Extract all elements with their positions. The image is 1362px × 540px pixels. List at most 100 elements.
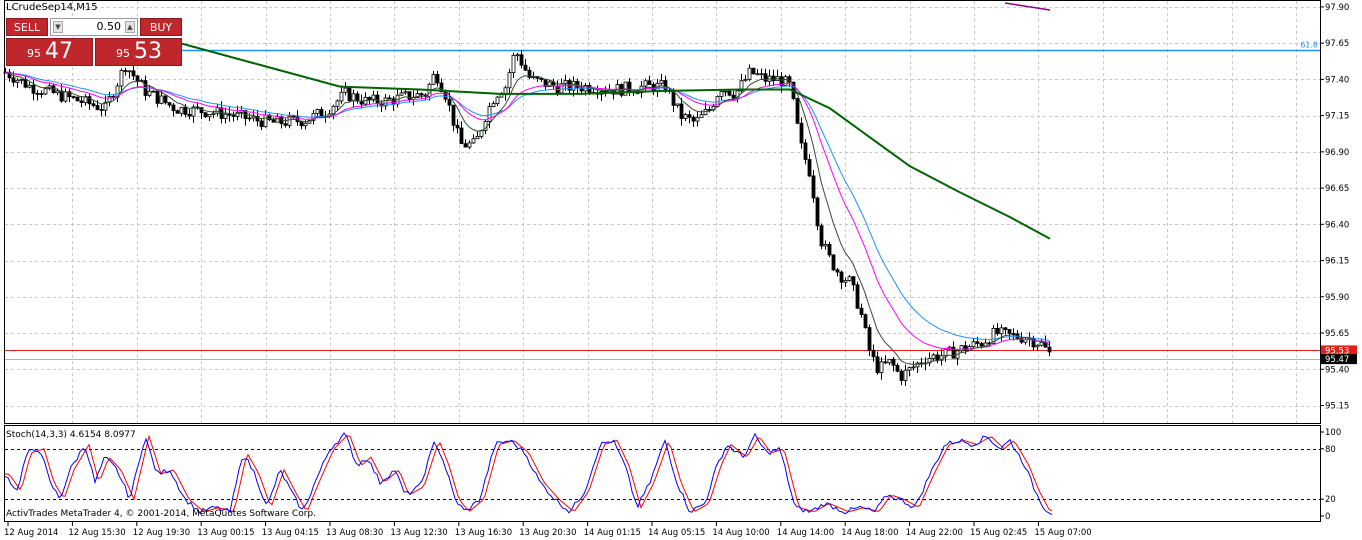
candle-bearish — [819, 225, 824, 247]
candle-bullish — [383, 97, 388, 107]
lot-decrease-arrow-icon[interactable]: ▼ — [53, 21, 63, 33]
stochastic-oscillator — [4, 432, 1320, 516]
candle-bearish — [35, 92, 40, 95]
sell-button[interactable]: SELL — [6, 18, 48, 36]
candle-bearish — [867, 327, 872, 351]
indicator-tick-label: 100 — [1325, 428, 1341, 438]
candle-bearish — [271, 119, 276, 123]
time-tick-label: 14 Aug 01:15 — [584, 528, 641, 538]
lot-size-stepper[interactable]: ▼ 0.50 ▲ — [50, 18, 138, 36]
candle-bullish — [351, 93, 356, 102]
candle-bullish — [683, 114, 688, 119]
candle-bearish — [259, 120, 264, 128]
candle-bullish — [415, 93, 420, 99]
candle-bearish — [859, 307, 864, 316]
time-tick-label: 13 Aug 12:30 — [390, 528, 447, 538]
candle-bearish — [771, 75, 776, 82]
candle-bearish — [455, 124, 460, 129]
lot-increase-arrow-icon[interactable]: ▲ — [125, 21, 135, 33]
candle-bullish — [147, 90, 152, 96]
candle-bullish — [887, 358, 892, 364]
candle-bullish — [263, 114, 268, 128]
candle-bearish — [539, 78, 544, 80]
indicator-tick-label: 0 — [1325, 512, 1330, 522]
candle-bearish — [1031, 338, 1036, 348]
candle-bearish — [355, 93, 360, 102]
candle-bearish — [31, 84, 36, 94]
candle-bullish — [27, 84, 32, 88]
candle-bearish — [827, 244, 832, 256]
time-tick-label: 13 Aug 08:30 — [326, 528, 383, 538]
lot-size-value[interactable]: 0.50 — [96, 20, 122, 33]
copyright-text: ActivTrades MetaTrader 4, © 2001-2014, M… — [6, 509, 316, 519]
fibonacci-level[interactable]: 61.8 — [180, 41, 1320, 52]
ma-darkgreen-line — [4, 71, 1050, 366]
candle-bullish — [1039, 341, 1044, 346]
candle-bearish — [839, 271, 844, 283]
candle-bullish — [403, 91, 408, 94]
candle-bearish — [79, 100, 84, 103]
candle-bearish — [1007, 329, 1012, 334]
candle-bearish — [851, 276, 856, 286]
candle-bullish — [1035, 344, 1040, 348]
sell-price-handle: 95 — [27, 47, 41, 60]
candle-bullish — [211, 112, 216, 115]
candle-bearish — [91, 103, 96, 106]
time-tick-label: 14 Aug 10:00 — [712, 528, 769, 538]
candle-bearish — [131, 70, 136, 77]
candle-bullish — [191, 106, 196, 117]
candle-bearish — [1047, 346, 1052, 353]
candle-bearish — [863, 314, 868, 328]
price-tick-label: 95.90 — [1325, 293, 1349, 303]
candle-bearish — [463, 143, 468, 148]
candle-bullish — [699, 114, 704, 119]
candle-bearish — [815, 197, 820, 227]
candle-bearish — [419, 93, 424, 96]
candle-bearish — [679, 103, 684, 119]
candle-bearish — [123, 70, 128, 72]
candle-bearish — [875, 356, 880, 374]
buy-price-button[interactable]: 95 53 — [95, 38, 182, 66]
time-tick-label: 13 Aug 00:15 — [197, 528, 254, 538]
candle-bullish — [15, 79, 20, 83]
candle-bearish — [795, 98, 800, 124]
main-plot-frame — [4, 0, 1321, 424]
price-tick-label: 97.15 — [1325, 112, 1349, 122]
candle-bearish — [807, 159, 812, 177]
candle-bearish — [231, 114, 236, 117]
candle-bullish — [315, 109, 320, 114]
candle-bearish — [691, 116, 696, 122]
candle-bullish — [723, 90, 728, 93]
sell-price-button[interactable]: 95 47 — [6, 38, 93, 66]
candle-bearish — [687, 114, 692, 118]
candle-bearish — [87, 96, 92, 105]
candle-bullish — [19, 78, 24, 81]
candle-bearish — [871, 349, 876, 358]
price-tick-label: 95.65 — [1325, 329, 1349, 339]
candle-bearish — [387, 97, 392, 100]
indicator-plot-frame — [4, 425, 1321, 522]
candle-bearish — [375, 94, 380, 104]
time-tick-label: 15 Aug 07:00 — [1034, 528, 1091, 538]
stoch-signal-line — [5, 434, 1053, 513]
candle-bearish — [1019, 338, 1024, 343]
candle-bearish — [663, 80, 668, 92]
candle-bearish — [647, 80, 652, 85]
candle-bullish — [735, 90, 740, 99]
time-tick-label: 14 Aug 22:00 — [906, 528, 963, 538]
candle-bullish — [959, 345, 964, 352]
buy-price-pips: 53 — [134, 39, 162, 64]
candle-bearish — [523, 64, 528, 71]
sell-price-pips: 47 — [45, 39, 73, 64]
buy-button[interactable]: BUY — [140, 18, 182, 36]
indicator-tick-label: 20 — [1325, 495, 1336, 505]
candle-bearish — [527, 69, 532, 78]
candle-bearish — [171, 104, 176, 112]
price-tick-label: 97.40 — [1325, 75, 1349, 85]
candle-bullish — [983, 342, 988, 347]
candle-bullish — [635, 92, 640, 95]
candle-bullish — [207, 113, 212, 118]
time-tick-label: 12 Aug 2014 — [4, 528, 58, 538]
candle-bullish — [755, 73, 760, 76]
